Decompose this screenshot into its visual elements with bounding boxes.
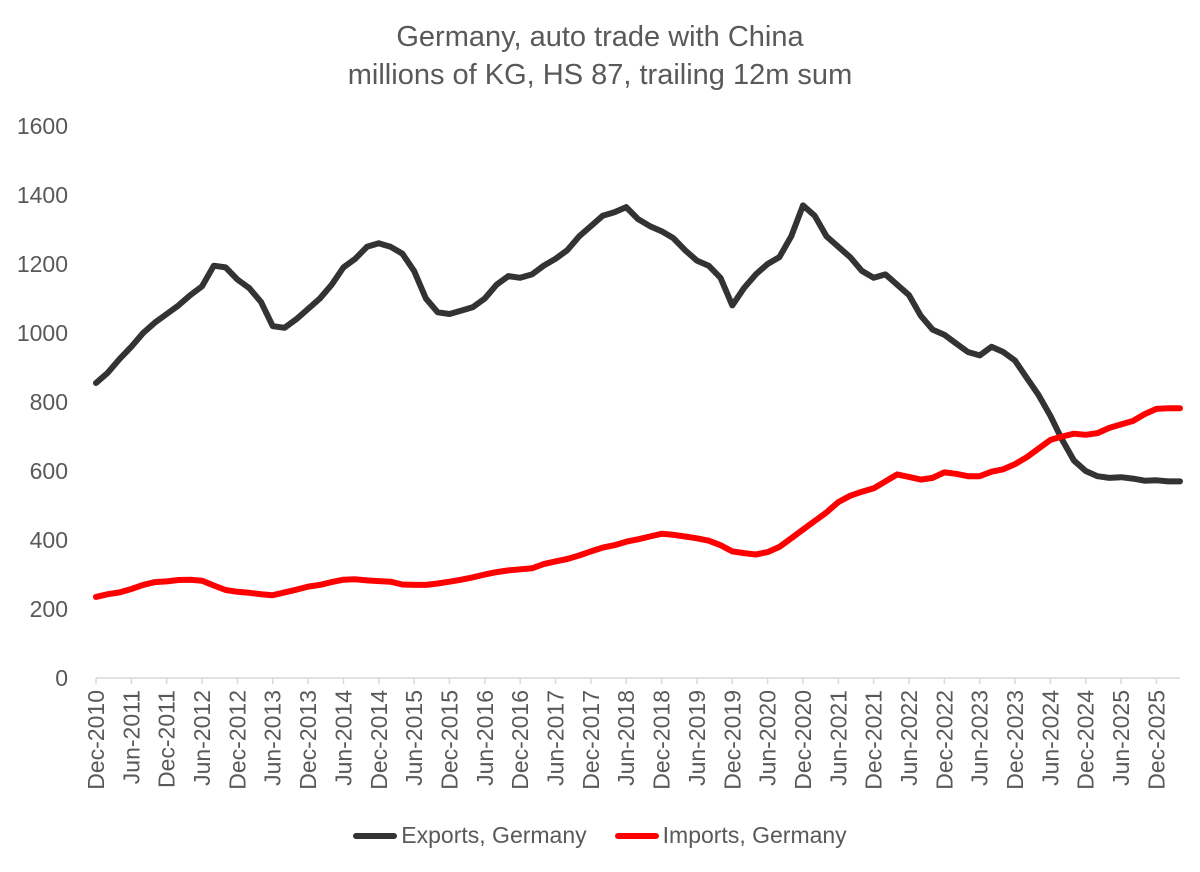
x-tick-label: Jun-2022 (896, 690, 922, 786)
x-tick-label: Jun-2014 (330, 690, 356, 786)
legend-item-exports: Exports, Germany (353, 822, 587, 849)
x-tick-label: Jun-2024 (1037, 690, 1063, 786)
x-tick-label: Jun-2015 (401, 690, 427, 786)
x-tick-label: Dec-2024 (1073, 690, 1099, 790)
x-tick-label: Jun-2011 (118, 690, 144, 784)
series-layer (93, 202, 1183, 600)
x-tick-label: Jun-2013 (260, 690, 286, 786)
x-tick-label: Dec-2022 (931, 690, 957, 790)
y-tick-label: 400 (30, 527, 68, 553)
x-tick-label: Dec-2021 (861, 690, 887, 790)
x-tick-label: Jun-2019 (684, 690, 710, 786)
x-tick-label: Jun-2018 (613, 690, 639, 786)
legend: Exports, Germany Imports, Germany (0, 822, 1200, 849)
x-tick-label: Jun-2021 (825, 690, 851, 786)
series-line-exports (93, 202, 1183, 485)
x-tick-label: Dec-2016 (507, 690, 533, 790)
y-tick-label: 200 (30, 596, 68, 622)
x-tick-label: Jun-2020 (755, 690, 781, 786)
y-tick-label: 800 (30, 389, 68, 415)
legend-item-imports: Imports, Germany (614, 822, 847, 849)
x-tick-label: Jun-2016 (472, 690, 498, 786)
x-tick-label: Dec-2020 (790, 690, 816, 790)
legend-swatch-exports (353, 832, 398, 839)
y-tick-label: 1200 (17, 251, 68, 277)
chart-title: Germany, auto trade with China (396, 21, 804, 53)
x-tick-label: Dec-2011 (154, 690, 180, 788)
legend-label-exports: Exports, Germany (401, 822, 587, 848)
x-tick-label: Dec-2010 (83, 690, 109, 790)
x-tick-label: Dec-2018 (649, 690, 675, 790)
chart-title-block: Germany, auto trade with China millions … (0, 18, 1200, 94)
legend-swatch-imports (614, 832, 659, 839)
y-tick-label: 600 (30, 458, 68, 484)
x-tick-label: Dec-2015 (436, 690, 462, 790)
y-tick-label: 1000 (17, 320, 68, 346)
y-tick-label: 1400 (17, 182, 68, 208)
x-tick-label: Jun-2012 (189, 690, 215, 786)
x-tick-label: Dec-2014 (366, 690, 392, 790)
x-tick-label: Dec-2025 (1143, 690, 1169, 790)
legend-label-imports: Imports, Germany (662, 822, 847, 848)
x-tick-label: Dec-2013 (295, 690, 321, 790)
x-tick-label: Dec-2017 (578, 690, 604, 790)
y-tick-label: 0 (55, 665, 68, 691)
x-axis: Dec-2010 Jun-2011 Dec-2011 Jun-2012 Dec-2012… (83, 677, 1180, 790)
x-tick-label: Jun-2017 (543, 690, 569, 786)
x-tick-label: Dec-2012 (224, 690, 250, 790)
x-tick-label: Dec-2023 (1002, 690, 1028, 790)
x-tick-label: Dec-2019 (719, 690, 745, 790)
x-tick-label: Jun-2023 (967, 690, 993, 786)
chart-subtitle: millions of KG, HS 87, trailing 12m sum (347, 59, 853, 91)
y-tick-label: 1600 (17, 113, 68, 139)
y-axis: 0 200 400 600 800 1000 1200 1400 1600 (17, 113, 68, 691)
series-line-imports (93, 405, 1183, 600)
x-tick-label: Jun-2025 (1108, 690, 1134, 786)
